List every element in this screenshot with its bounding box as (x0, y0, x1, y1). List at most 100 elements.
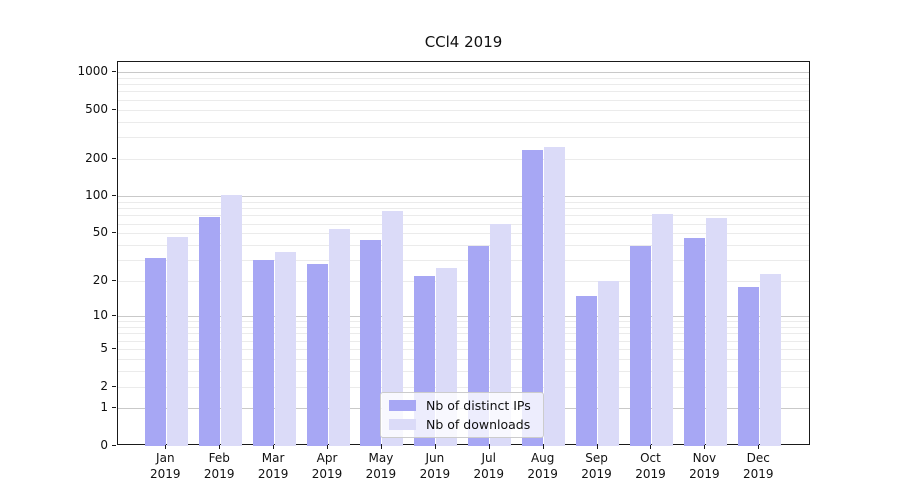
bar-downloads-mar (274, 252, 296, 446)
y-tick-label: 20 (92, 273, 108, 288)
x-tick-label: Dec 2019 (743, 451, 774, 481)
x-tick-mark (219, 445, 221, 449)
bar-downloads-aug (544, 146, 566, 446)
y-tick-label: 200 (85, 151, 108, 166)
y-tick-mark (112, 445, 116, 446)
gridline (118, 137, 809, 139)
gridline (118, 72, 809, 74)
bar-distinct-ips-apr (306, 263, 328, 446)
y-tick-label: 10 (92, 308, 108, 323)
chart-title: CCl4 2019 (424, 33, 503, 51)
gridline (118, 84, 809, 86)
bar-downloads-jan (166, 236, 188, 446)
gridline (118, 121, 809, 123)
gridline (118, 386, 809, 388)
gridline (118, 370, 809, 372)
y-tick-mark (112, 158, 116, 160)
bar-downloads-dec (759, 274, 781, 446)
y-tick-label: 1 (100, 400, 108, 415)
bar-distinct-ips-aug (522, 149, 544, 446)
gridline (118, 340, 809, 342)
x-tick-label: Jun 2019 (419, 451, 451, 481)
gridline (118, 281, 809, 283)
y-tick-mark (112, 315, 116, 317)
gridline (118, 358, 809, 360)
y-tick-mark (112, 280, 116, 282)
x-tick-mark (758, 445, 760, 449)
bar-downloads-nov (705, 218, 727, 446)
y-tick-mark (112, 348, 116, 350)
y-tick-label: 50 (92, 225, 108, 240)
legend-swatch-distinct-ips (389, 400, 416, 411)
x-tick-label: Nov 2019 (689, 451, 720, 481)
x-tick-mark (434, 445, 436, 449)
gridline (118, 316, 809, 318)
bar-distinct-ips-nov (683, 237, 705, 446)
gridline (118, 349, 809, 351)
gridline (118, 260, 809, 262)
legend-swatch-downloads (389, 419, 416, 430)
x-tick-label: Mar 2019 (257, 451, 289, 481)
y-tick-mark (112, 385, 116, 387)
bar-downloads-feb (220, 194, 242, 446)
gridline (118, 333, 809, 335)
y-tick-label: 1000 (77, 64, 108, 79)
bar-distinct-ips-dec (737, 286, 759, 446)
y-tick-mark (112, 71, 116, 73)
y-tick-mark (112, 108, 116, 110)
legend: Nb of distinct IPs Nb of downloads (380, 392, 544, 438)
x-tick-mark (542, 445, 544, 449)
gridline (118, 99, 809, 101)
x-tick-label: May 2019 (365, 451, 397, 481)
x-tick-label: Feb 2019 (203, 451, 235, 481)
bar-downloads-sep (598, 281, 620, 446)
gridline (118, 233, 809, 235)
bar-downloads-apr (328, 229, 350, 446)
y-tick-mark (112, 195, 116, 197)
y-tick-label: 100 (85, 188, 108, 203)
y-tick-mark (112, 407, 116, 409)
legend-row-downloads: Nb of downloads (389, 417, 535, 432)
y-tick-label: 2 (100, 378, 108, 393)
bar-distinct-ips-jan (144, 258, 166, 446)
gridline (118, 159, 809, 161)
gridline (118, 208, 809, 210)
y-tick-label: 0 (100, 438, 108, 452)
bar-distinct-ips-may (360, 240, 382, 446)
x-tick-mark (596, 445, 598, 449)
x-tick-mark (165, 445, 167, 449)
x-tick-label: Jan 2019 (150, 451, 181, 481)
gridline (118, 245, 809, 247)
gridline (118, 327, 809, 329)
legend-row-distinct-ips: Nb of distinct IPs (389, 398, 535, 413)
bar-distinct-ips-feb (198, 216, 220, 446)
x-tick-label: Apr 2019 (311, 451, 343, 481)
plot-area (117, 61, 810, 446)
gridline (118, 321, 809, 323)
x-tick-mark (273, 445, 275, 449)
x-tick-mark (704, 445, 706, 449)
x-tick-mark (327, 445, 329, 449)
bar-downloads-may (382, 210, 404, 446)
gridline (118, 77, 809, 79)
x-tick-label: Aug 2019 (527, 451, 558, 481)
x-tick-mark (650, 445, 652, 449)
gridline (118, 201, 809, 203)
x-tick-mark (488, 445, 490, 449)
legend-label-downloads: Nb of downloads (426, 417, 531, 432)
gridline (118, 109, 809, 111)
y-tick-label: 5 (100, 341, 108, 356)
x-tick-label: Jul 2019 (473, 451, 505, 481)
bar-downloads-jul (490, 223, 512, 446)
bar-distinct-ips-oct (629, 246, 651, 446)
legend-label-distinct-ips: Nb of distinct IPs (426, 398, 531, 413)
x-tick-mark (380, 445, 382, 449)
x-tick-label: Sep 2019 (581, 451, 612, 481)
gridline (118, 215, 809, 217)
y-tick-mark (112, 232, 116, 234)
bar-downloads-oct (651, 213, 673, 446)
gridline (118, 196, 809, 198)
gridline (118, 223, 809, 225)
y-tick-label: 500 (85, 101, 108, 116)
